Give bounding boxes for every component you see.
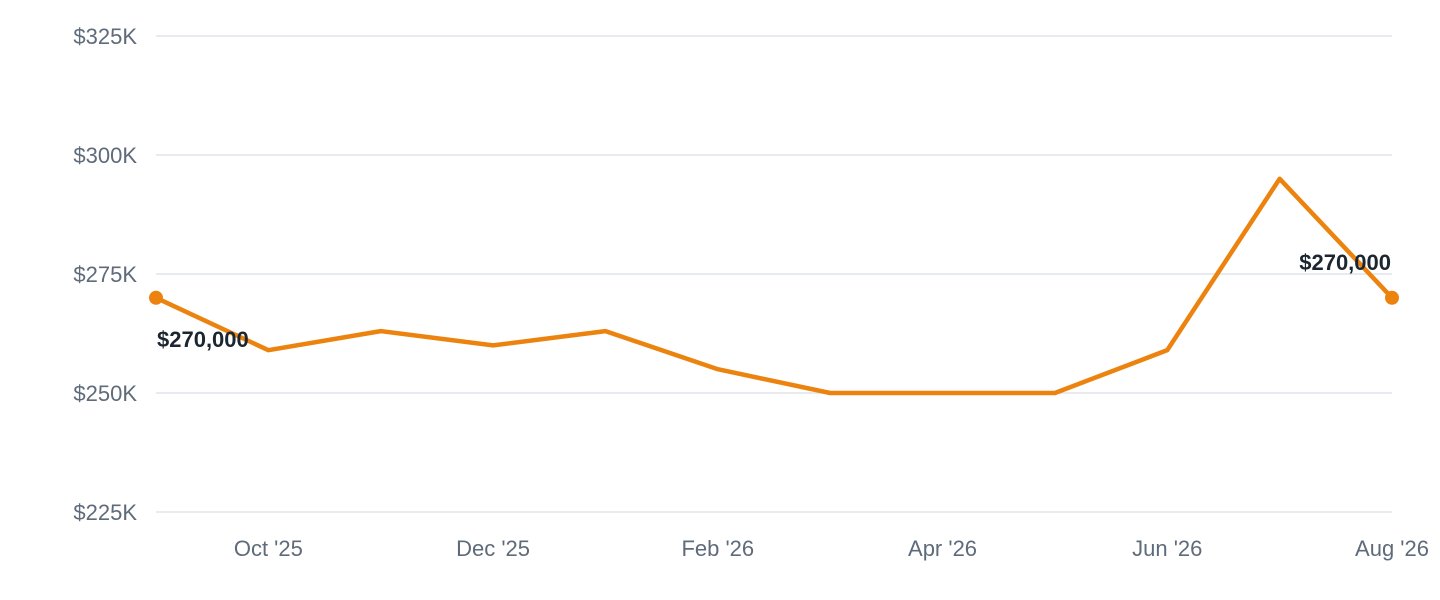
- x-axis-tick-labels: Oct '25 Dec '25 Feb '26 Apr '26 Jun '26 Aug '…: [234, 536, 1429, 561]
- endpoint-marker: [1385, 290, 1399, 305]
- endpoint-markers: [149, 290, 1399, 305]
- x-tick-label: Aug '26: [1355, 536, 1429, 561]
- data-label: $270,000: [157, 327, 249, 352]
- y-tick-label: $225K: [73, 500, 137, 525]
- series-group: [153, 176, 1395, 396]
- data-label: $270,000: [1299, 250, 1391, 275]
- data-labels: $270,000 $270,000: [157, 250, 1391, 352]
- x-tick-label: Oct '25: [234, 536, 303, 561]
- x-tick-label: Apr '26: [908, 536, 977, 561]
- y-tick-label: $250K: [73, 381, 137, 406]
- y-axis-tick-labels: $225K $250K $275K $300K $325K: [73, 24, 137, 525]
- y-tick-label: $300K: [73, 143, 137, 168]
- y-tick-label: $325K: [73, 24, 137, 49]
- x-tick-label: Dec '25: [456, 536, 530, 561]
- x-tick-label: Feb '26: [681, 536, 754, 561]
- y-tick-label: $275K: [73, 262, 137, 287]
- x-tick-label: Jun '26: [1132, 536, 1202, 561]
- grid-lines: [156, 35, 1392, 513]
- series-line: [153, 176, 1395, 396]
- endpoint-marker: [149, 290, 163, 305]
